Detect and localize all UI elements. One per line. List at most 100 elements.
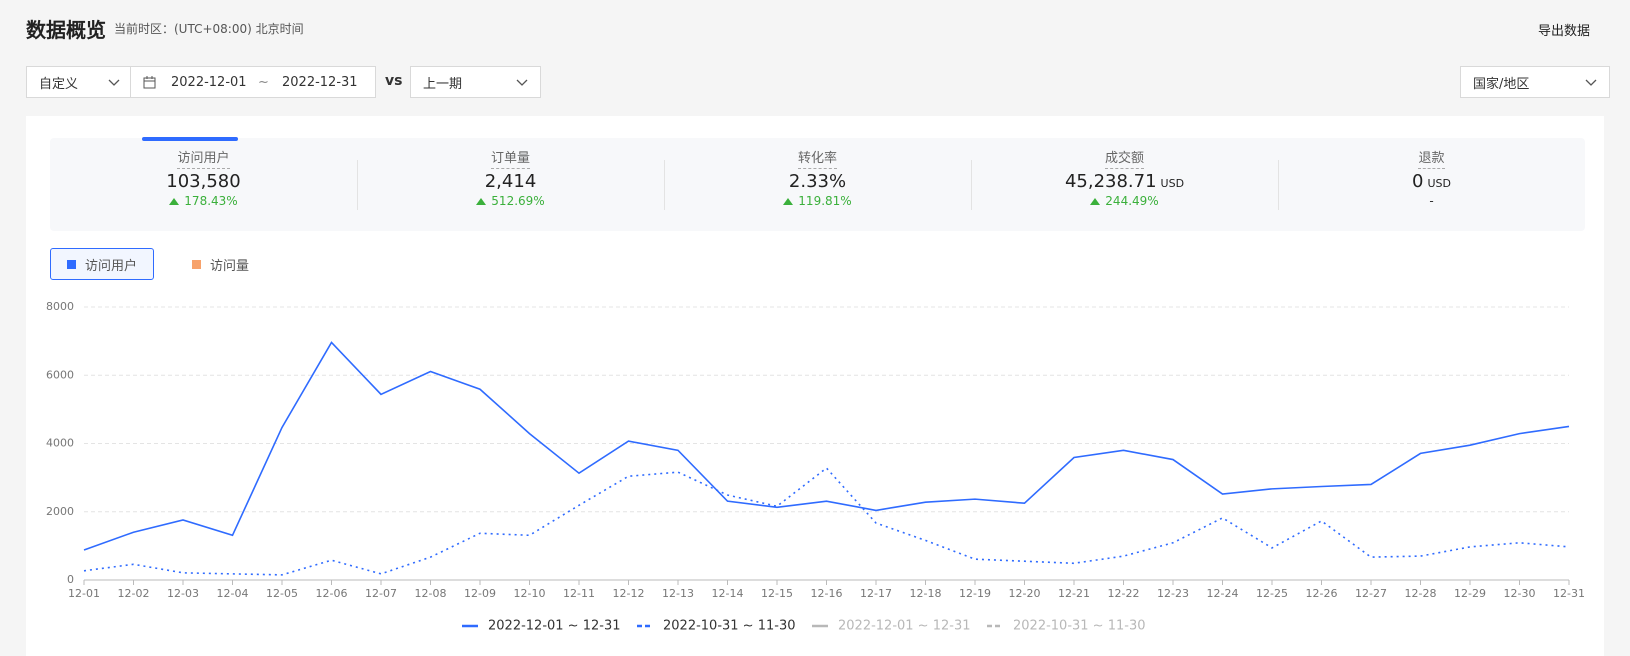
metric-change-row: 119.81% (664, 194, 971, 208)
x-tick-label: 12-28 (1405, 587, 1437, 600)
export-button[interactable]: 导出数据 (1537, 24, 1590, 39)
y-tick-label: 4000 (46, 437, 74, 450)
chevron (516, 79, 528, 86)
active-indicator (142, 137, 238, 141)
x-tick-label: 12-07 (365, 587, 397, 600)
x-tick-label: 12-31 (1553, 587, 1585, 600)
range-type-select[interactable]: 自定义 (26, 66, 131, 98)
x-tick-label: 12-24 (1207, 587, 1239, 600)
x-tick-label: 12-11 (563, 587, 595, 600)
region-select[interactable]: 国家/地区 (1460, 66, 1610, 98)
x-tick-label: 12-15 (761, 587, 793, 600)
metric-value-row: 103,580 (50, 171, 357, 192)
x-tick-label: 12-12 (613, 587, 645, 600)
vs-label: vs (385, 73, 403, 89)
up-arrow (476, 198, 487, 205)
metric: 访问用户 103,580 178.43% (50, 138, 357, 231)
separator: ~ (258, 74, 269, 90)
y-tick-label: 6000 (46, 368, 74, 381)
metric-value-row: 0 USD (1278, 171, 1585, 192)
metric: 订单量 2,414 512.69% (357, 138, 664, 231)
x-tick-label: 12-18 (910, 587, 942, 600)
range-type: 自定义 (39, 76, 79, 92)
legend-label: 2022-12-01 ~ 12-31 (488, 619, 620, 634)
metric: 转化率 2.33% 119.81% (664, 138, 971, 231)
tab[interactable]: 访问量 (175, 248, 266, 280)
x-tick-label: 12-22 (1108, 587, 1140, 600)
metric-label: 成交额 (1104, 150, 1144, 169)
tab-swatch (192, 259, 201, 269)
metric-value: 2,414 (484, 171, 537, 192)
x-tick-label: 12-29 (1454, 587, 1486, 600)
metric-change: 512.69% (491, 194, 545, 208)
end-date: 2022-12-31 (282, 74, 358, 90)
metric-label: 订单量 (490, 150, 530, 169)
metric-value: 2.33% (788, 171, 847, 192)
x-tick-label: 12-26 (1306, 587, 1338, 600)
x-tick-label: 12-30 (1504, 587, 1536, 600)
metric: 退款 0 USD - (1278, 138, 1585, 231)
metric-value-row: 45,238.71 USD (971, 171, 1278, 192)
divider (971, 160, 972, 210)
metric-change-row: 512.69% (357, 194, 664, 208)
divider (357, 160, 358, 210)
chevron (1585, 79, 1597, 86)
y-tick-label: 2000 (46, 505, 74, 518)
data-line (83, 466, 1570, 576)
metric-label: 退款 (1418, 150, 1445, 169)
metric-change: 178.43% (184, 194, 238, 208)
legend-label: 2022-12-01 ~ 12-31 (838, 619, 970, 634)
up-arrow (1090, 198, 1101, 205)
metric-value-row: 2.33% (664, 171, 971, 192)
x-tick-label: 12-05 (266, 587, 298, 600)
metric-change: - (1429, 194, 1434, 208)
x-tick-label: 12-02 (118, 587, 150, 600)
x-tick-label: 12-13 (662, 587, 694, 600)
legend-label: 2022-10-31 ~ 11-30 (663, 619, 795, 634)
metric-label: 转化率 (797, 150, 837, 169)
metric-change: 244.49% (1105, 194, 1159, 208)
divider (664, 160, 665, 210)
metric-value: 45,238.71 (1064, 171, 1157, 192)
metric-value: 103,580 (166, 171, 241, 192)
legend-label: 2022-10-31 ~ 11-30 (1013, 619, 1145, 634)
metric-change-row: - (1278, 194, 1585, 208)
x-tick-label: 12-16 (811, 587, 843, 600)
tab[interactable]: 访问用户 (50, 248, 155, 280)
divider (1278, 160, 1279, 210)
metric-label: 访问用户 (177, 150, 230, 169)
up-arrow (169, 198, 180, 205)
region: 国家/地区 (1473, 76, 1530, 92)
x-tick-label: 12-09 (464, 587, 496, 600)
x-tick-label: 12-23 (1157, 587, 1189, 600)
x-tick-label: 12-17 (860, 587, 892, 600)
x-tick-label: 12-27 (1355, 587, 1387, 600)
compare-select[interactable]: 上一期 (410, 66, 541, 98)
page-title: 数据概览 (26, 18, 106, 42)
x-tick-label: 12-10 (514, 587, 546, 600)
tab-label: 访问用户 (85, 258, 138, 274)
metric-unit: USD (1160, 177, 1185, 190)
tabs: 访问用户 访问量 (50, 248, 450, 280)
x-tick-label: 12-20 (1009, 587, 1041, 600)
x-tick-label: 12-25 (1256, 587, 1288, 600)
metric-value: 0 (1412, 171, 1424, 192)
metric-value-row: 2,414 (357, 171, 664, 192)
data-line (83, 341, 1570, 551)
x-tick-label: 12-04 (217, 587, 249, 600)
chart: 0 2000 4000 6000 8000 12-01 12-02 12-03 12-04 12-… (46, 300, 1585, 634)
metric-change-row: 244.49% (971, 194, 1278, 208)
compare: 上一期 (423, 76, 463, 92)
metric: 成交额 45,238.71 USD 244.49% (971, 138, 1278, 231)
date-range[interactable]: 2022-12-01 ~ 2022-12-31 (130, 66, 376, 98)
x-tick-label: 12-08 (415, 587, 447, 600)
x-tick-label: 12-21 (1058, 587, 1090, 600)
up-arrow (783, 198, 794, 205)
x-tick-label: 12-01 (68, 587, 100, 600)
start-date: 2022-12-01 (171, 74, 247, 90)
y-tick-label: 0 (67, 573, 74, 586)
x-tick-label: 12-14 (712, 587, 744, 600)
metrics-bar: 访问用户 103,580 178.43% 订单量 2,414 512.69% 转化率 2.33… (50, 138, 1585, 231)
x-tick-label: 12-19 (959, 587, 991, 600)
